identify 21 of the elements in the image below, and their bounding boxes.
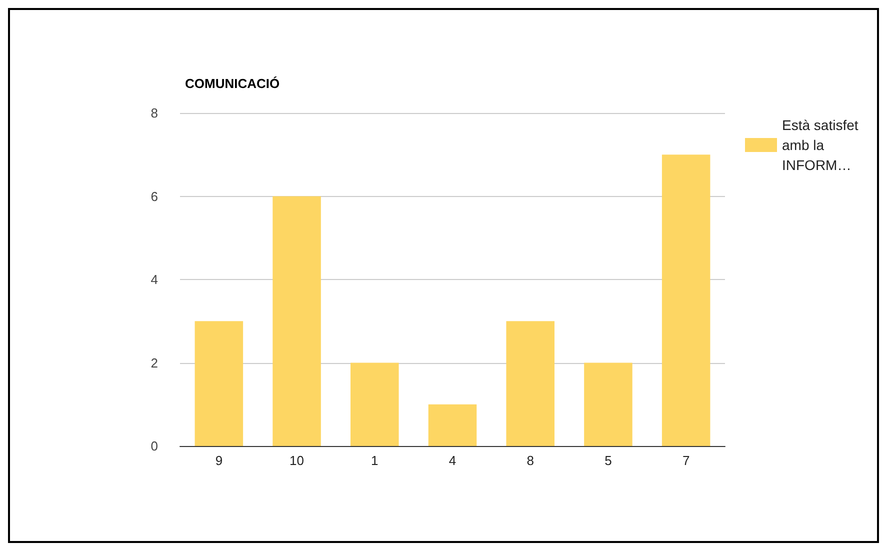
- x-tick-label: 5: [604, 453, 612, 468]
- y-tick-label: 0: [150, 438, 158, 454]
- legend-label: Està satisfet amb la INFORM…: [782, 117, 862, 173]
- x-tick-label: 9: [215, 453, 223, 468]
- x-tick-label: 7: [682, 453, 690, 468]
- bar: [506, 321, 554, 446]
- bar: [350, 362, 399, 446]
- y-tick-label: 2: [150, 355, 158, 370]
- x-tick-label: 1: [371, 453, 378, 468]
- bar: [272, 196, 321, 446]
- y-tick-label: 6: [150, 188, 158, 204]
- bar: [428, 404, 477, 446]
- bar: [584, 362, 632, 446]
- bar: [194, 321, 244, 446]
- y-tick-label: 4: [150, 272, 158, 287]
- chart-title: COMUNICACIÓ: [185, 76, 280, 91]
- x-tick-label: 8: [526, 453, 534, 468]
- y-tick-label: 8: [150, 106, 158, 120]
- bar: [662, 154, 710, 446]
- x-tick-label: 4: [448, 453, 456, 468]
- x-tick-label: 10: [290, 453, 304, 468]
